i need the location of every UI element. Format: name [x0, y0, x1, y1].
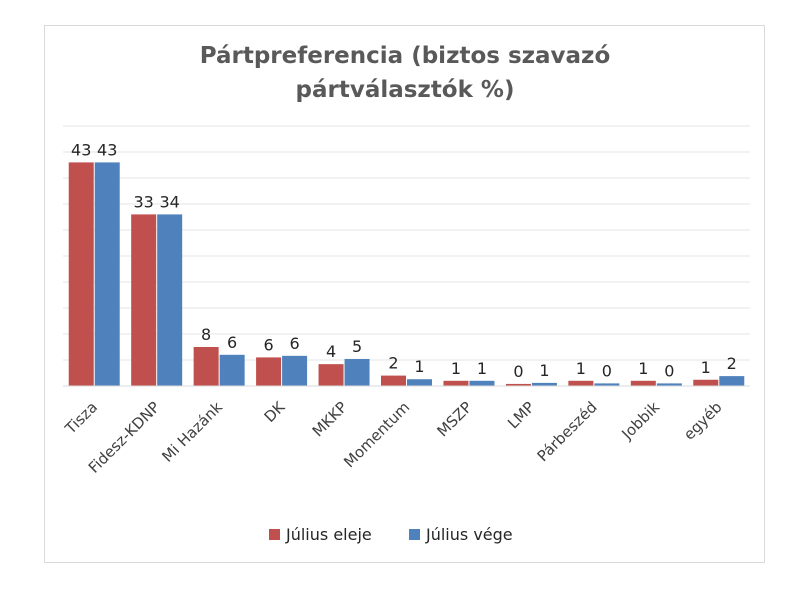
bar-julius-eleje-lmp: [505, 383, 531, 386]
value-label-julius-eleje-jobbik: 1: [638, 359, 648, 378]
value-label-julius-eleje-momentum: 2: [388, 354, 398, 373]
chart-frame: Pártpreferencia (biztos szavazó pártvála…: [44, 25, 765, 563]
category-label-parbeszed: Párbeszéd: [534, 398, 601, 465]
bar-julius-vege-egyeb: [719, 376, 745, 386]
bar-julius-vege-parbeszed: [594, 383, 620, 386]
legend-label-julius-vege: Július vége: [425, 525, 513, 544]
bar-julius-vege-lmp: [531, 382, 557, 386]
bar-julius-eleje-parbeszed: [568, 380, 594, 386]
value-label-julius-vege-momentum: 1: [414, 357, 424, 376]
bar-julius-vege-mszp: [469, 380, 495, 386]
value-label-julius-vege-mszp: 1: [477, 359, 487, 378]
legend-swatch-julius-vege: [409, 529, 420, 540]
value-label-julius-vege-dk: 6: [289, 334, 299, 353]
bar-julius-eleje-momentum: [381, 375, 406, 386]
category-label-mkkp: MKKP: [309, 398, 351, 440]
bar-julius-vege-jobbik: [656, 383, 682, 386]
value-label-julius-eleje-dk: 6: [263, 335, 273, 354]
bar-julius-vege-fidesz-kdnp: [157, 214, 183, 386]
bar-julius-eleje-fidesz-kdnp: [131, 214, 157, 386]
chart-title-line-2: pártválasztók %): [296, 77, 515, 103]
category-label-mszp: MSZP: [434, 398, 476, 440]
value-label-julius-vege-mkkp: 5: [352, 337, 362, 356]
bar-julius-vege-dk: [282, 355, 308, 386]
bar-julius-vege-tisza: [94, 162, 120, 386]
bar-julius-vege-mi-hazank: [219, 354, 245, 386]
bar-julius-vege-momentum: [407, 379, 432, 386]
value-label-julius-eleje-mkkp: 4: [326, 342, 336, 361]
bar-julius-eleje-dk: [256, 357, 282, 386]
bar-julius-eleje-tisza: [68, 162, 94, 386]
category-label-tisza: Tisza: [61, 398, 101, 438]
value-label-julius-vege-egyeb: 2: [727, 354, 737, 373]
category-label-momentum: Momentum: [340, 398, 413, 471]
value-label-julius-vege-lmp: 1: [539, 361, 549, 380]
value-label-julius-vege-tisza: 43: [97, 140, 117, 159]
value-label-julius-vege-fidesz-kdnp: 34: [160, 192, 180, 211]
value-label-julius-vege-jobbik: 0: [664, 361, 674, 380]
value-label-julius-vege-mi-hazank: 6: [227, 333, 237, 352]
category-label-dk: DK: [261, 397, 290, 426]
bars: [68, 162, 745, 386]
value-label-julius-eleje-tisza: 43: [71, 140, 91, 159]
bar-julius-vege-mkkp: [344, 358, 370, 386]
bar-chart: Pártpreferencia (biztos szavazó pártvála…: [61, 43, 750, 544]
legend-label-julius-eleje: Július eleje: [285, 525, 372, 544]
category-label-egyeb: egyéb: [680, 398, 726, 444]
category-label-mi-hazank: Mi Hazánk: [158, 398, 226, 466]
bar-julius-eleje-mkkp: [318, 364, 344, 386]
bar-julius-eleje-egyeb: [693, 379, 719, 386]
value-label-julius-vege-parbeszed: 0: [602, 361, 612, 380]
chart-title-line-1: Pártpreferencia (biztos szavazó: [200, 43, 611, 69]
value-label-julius-eleje-lmp: 0: [513, 362, 523, 381]
bar-julius-eleje-mszp: [443, 380, 469, 386]
category-label-jobbik: Jobbik: [618, 398, 664, 444]
value-label-julius-eleje-mi-hazank: 8: [201, 325, 211, 344]
value-label-julius-eleje-fidesz-kdnp: 33: [134, 192, 154, 211]
legend: Július eleje Július vége: [269, 525, 513, 544]
bar-julius-eleje-mi-hazank: [193, 347, 219, 386]
value-label-julius-eleje-parbeszed: 1: [576, 359, 586, 378]
bar-julius-eleje-jobbik: [630, 380, 656, 386]
value-label-julius-eleje-egyeb: 1: [701, 358, 711, 377]
category-label-lmp: LMP: [504, 398, 538, 432]
legend-swatch-julius-eleje: [269, 529, 280, 540]
value-label-julius-eleje-mszp: 1: [451, 359, 461, 378]
